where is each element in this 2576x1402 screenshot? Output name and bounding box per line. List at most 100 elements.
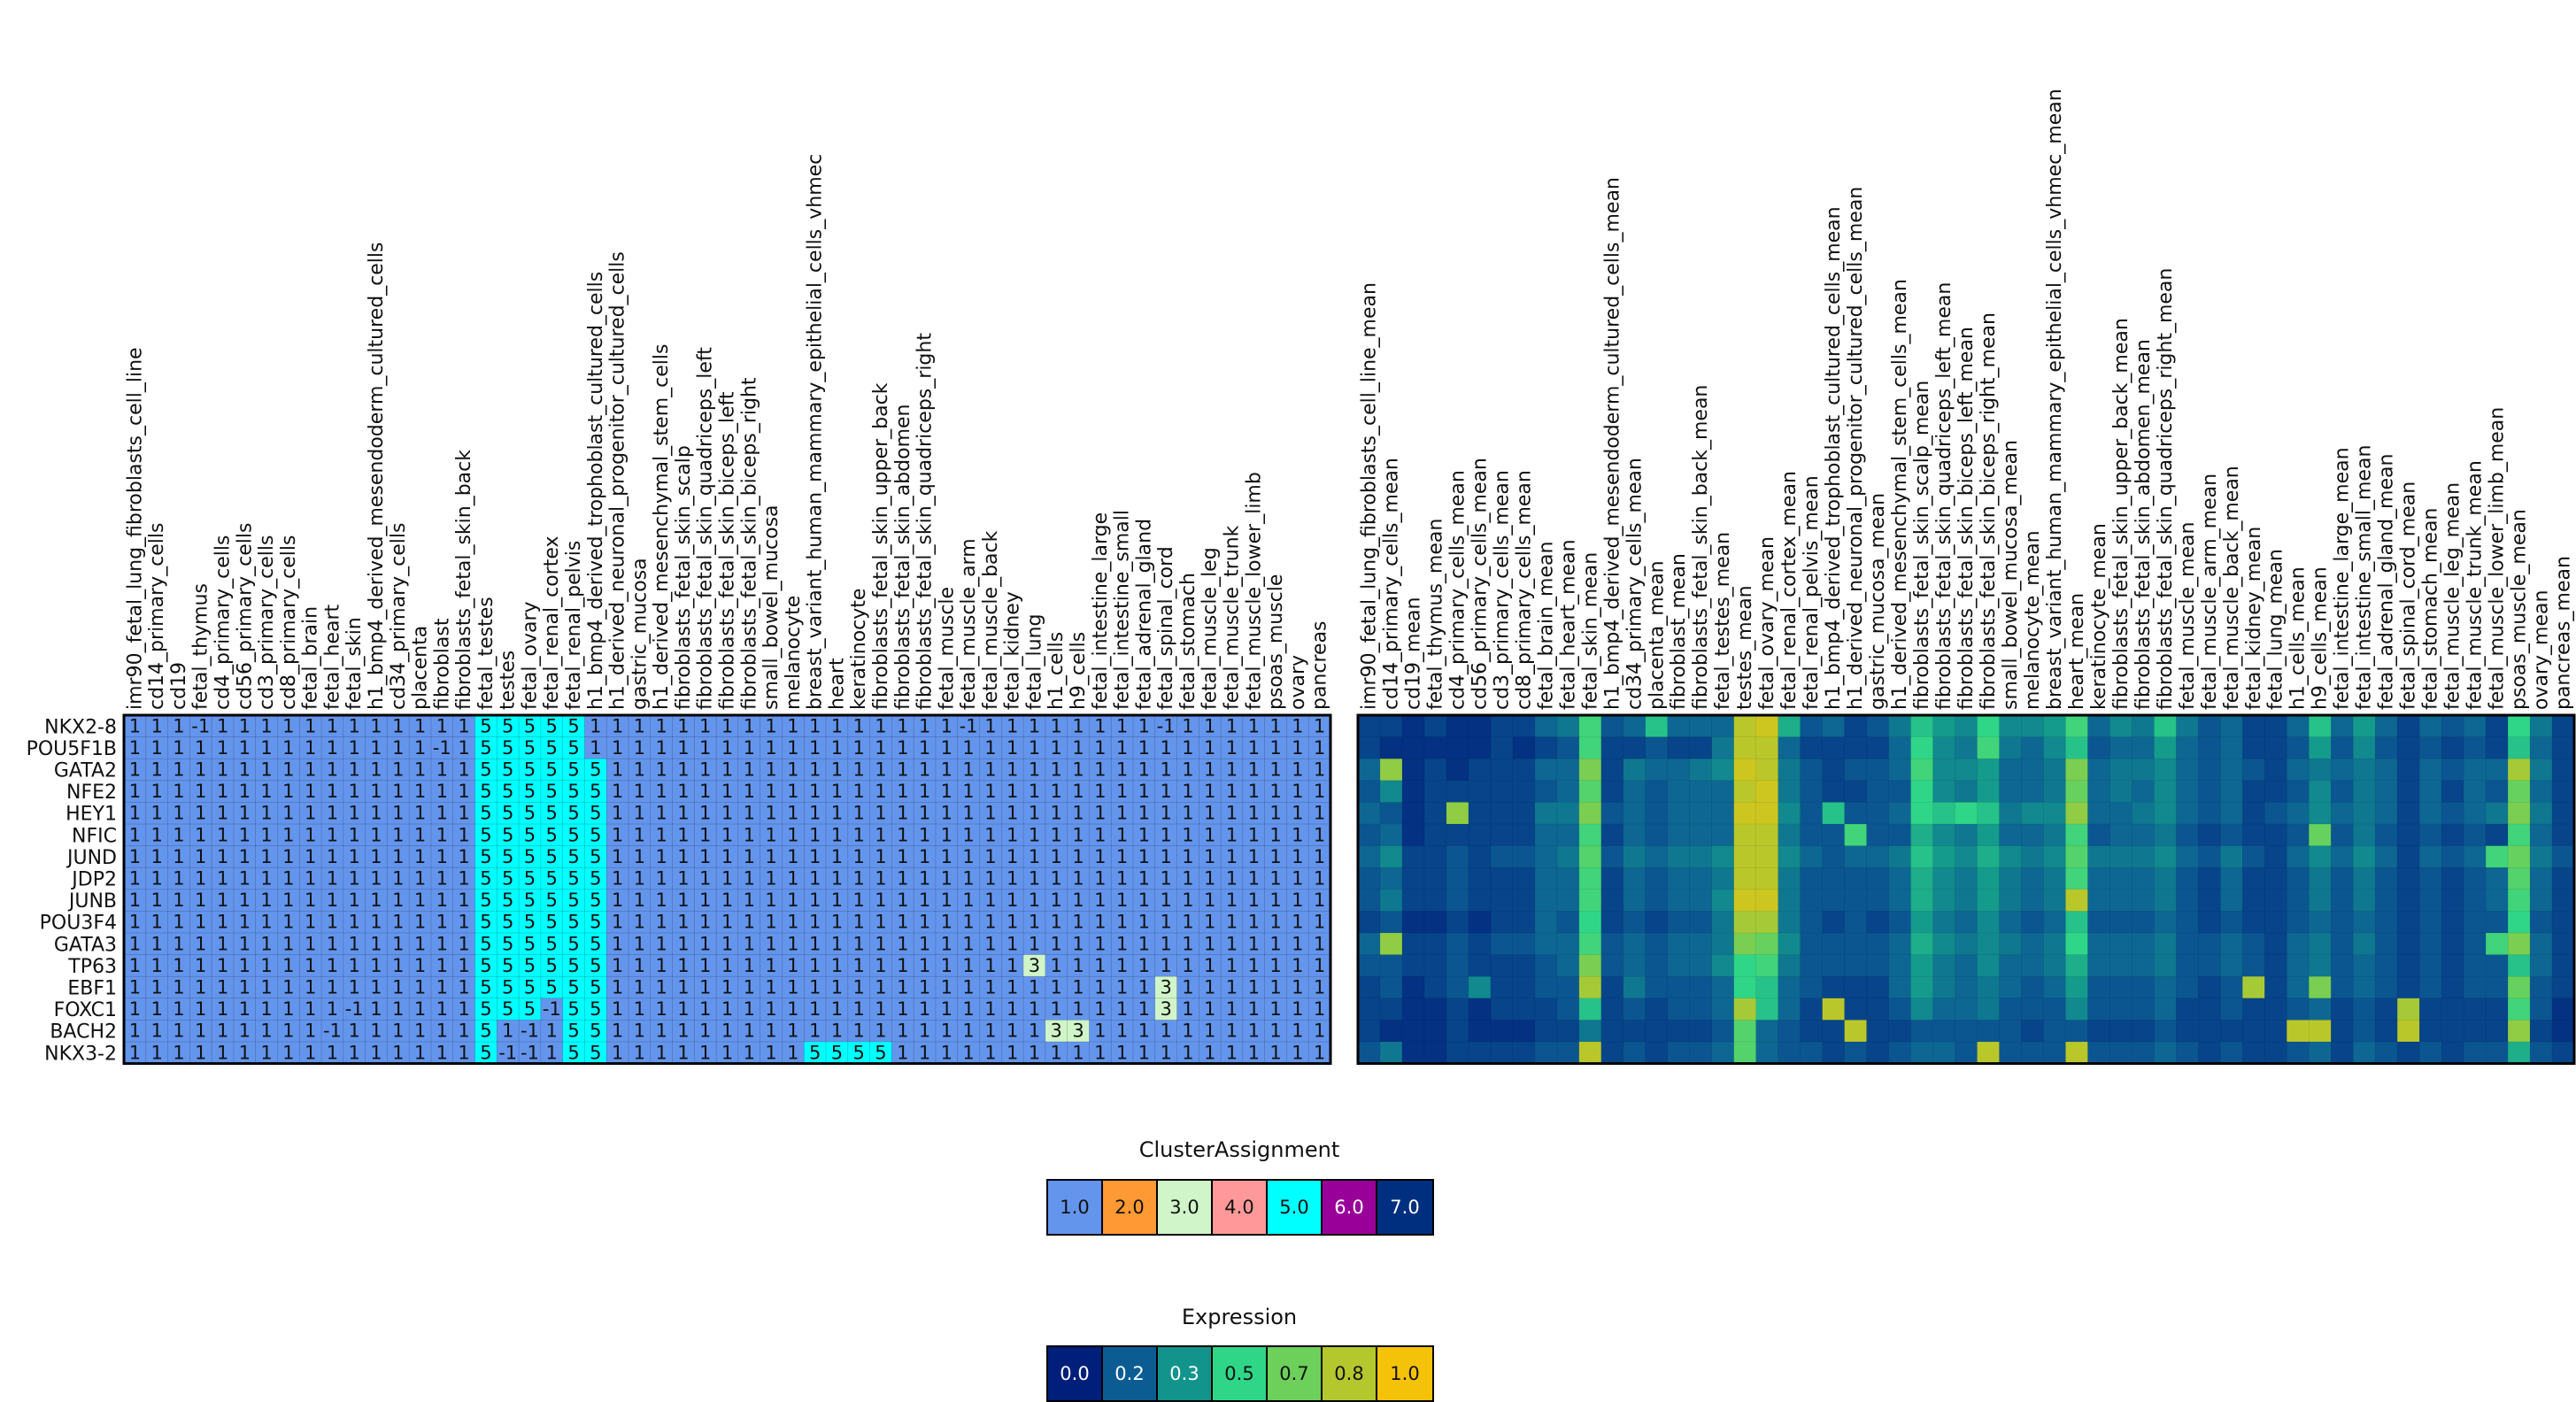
expression-cell bbox=[2485, 867, 2509, 890]
expression-cell bbox=[1689, 758, 1713, 782]
cluster-cell-label: 1 bbox=[809, 846, 821, 867]
expression-cell bbox=[1468, 758, 1492, 782]
expression-cell bbox=[1844, 845, 1868, 868]
row-label: NKX3-2 bbox=[44, 1043, 117, 1065]
cluster-cell-label: 1 bbox=[1006, 890, 1018, 911]
expression-cell bbox=[2264, 889, 2287, 913]
cluster-cell-label: 1 bbox=[809, 824, 821, 845]
cluster-cell-label: 1 bbox=[195, 912, 206, 933]
expression-cell bbox=[1822, 911, 1846, 934]
cluster-cell bbox=[913, 758, 937, 782]
cluster-cell-label: 1 bbox=[831, 998, 843, 1020]
cluster-cell-label: 1 bbox=[1226, 933, 1238, 954]
cluster-cell-label: 1 bbox=[1006, 846, 1018, 867]
cluster-cell-label: 1 bbox=[744, 912, 755, 933]
cluster-cell bbox=[167, 758, 191, 782]
cluster-cell-label: 1 bbox=[1116, 912, 1128, 933]
cluster-cell bbox=[320, 736, 344, 759]
cluster-cell bbox=[1067, 867, 1091, 890]
cluster-cell bbox=[562, 823, 586, 847]
cluster-cell bbox=[803, 845, 827, 868]
expression-cell bbox=[1778, 911, 1801, 934]
cluster-cell-label: 1 bbox=[1138, 955, 1150, 976]
cluster-cell bbox=[430, 889, 454, 913]
cluster-cell-label: 1 bbox=[721, 737, 733, 759]
cluster-cell-label: 1 bbox=[349, 715, 360, 736]
cluster-cell-label: 1 bbox=[239, 933, 251, 954]
cluster-cell-label: 1 bbox=[1314, 1042, 1325, 1063]
cluster-cell-label: 1 bbox=[392, 868, 404, 890]
cluster-cell-label: 1 bbox=[150, 737, 162, 759]
cluster-cell-label: 1 bbox=[282, 933, 294, 954]
expression-cell bbox=[1379, 889, 1403, 913]
cluster-cell-label: 1 bbox=[1226, 803, 1238, 824]
cluster-cell-label: 1 bbox=[1314, 890, 1325, 911]
expression-cell bbox=[2374, 758, 2398, 782]
cluster-cell bbox=[387, 714, 410, 738]
cluster-cell-label: 1 bbox=[260, 1021, 272, 1042]
cluster-cell bbox=[145, 954, 169, 977]
cluster-cell bbox=[979, 845, 1002, 868]
expression-cell bbox=[2242, 975, 2265, 999]
cluster-cell bbox=[145, 736, 169, 759]
expression-cell bbox=[1999, 736, 2023, 759]
cluster-cell-label: 1 bbox=[195, 824, 206, 845]
cluster-cell bbox=[540, 758, 564, 782]
cluster-cell-label: 1 bbox=[721, 890, 733, 911]
expression-cell bbox=[1401, 975, 1425, 999]
expression-cell bbox=[1556, 1041, 1580, 1065]
cluster-cell-label: 1 bbox=[260, 781, 272, 802]
expression-cell bbox=[2198, 998, 2221, 1021]
cluster-cell-label: 1 bbox=[962, 737, 974, 759]
cluster-cell bbox=[1264, 714, 1288, 738]
cluster-cell-label: 5 bbox=[567, 824, 579, 845]
cluster-cell bbox=[562, 845, 586, 868]
cluster-cell bbox=[957, 911, 981, 934]
expression-cell bbox=[2198, 823, 2221, 847]
cluster-cell-label: 1 bbox=[1006, 824, 1018, 845]
expression-cell bbox=[1999, 932, 2023, 956]
cluster-cell-label: 1 bbox=[1160, 803, 1171, 824]
cluster-cell-label: 1 bbox=[1182, 1042, 1193, 1063]
expression-cell bbox=[2220, 780, 2243, 804]
expression-cell bbox=[1623, 954, 1647, 977]
cluster-cell-label: 1 bbox=[282, 890, 294, 911]
cluster-cell bbox=[320, 932, 344, 956]
expression-cell bbox=[2308, 736, 2332, 759]
cluster-cell-label: 1 bbox=[1292, 998, 1303, 1020]
cluster-cell bbox=[1045, 954, 1068, 977]
expression-cell bbox=[2132, 802, 2155, 825]
cluster-cell bbox=[1307, 845, 1331, 868]
cluster-cell-label: 1 bbox=[436, 803, 448, 824]
expression-cell bbox=[1866, 889, 1890, 913]
cluster-cell-label: 1 bbox=[634, 781, 645, 802]
cluster-cell bbox=[1307, 954, 1331, 977]
cluster-cell-label: 1 bbox=[1072, 737, 1084, 759]
cluster-cell bbox=[408, 823, 432, 847]
cluster-cell bbox=[1286, 845, 1309, 868]
expression-cell bbox=[1357, 889, 1381, 913]
cluster-cell-label: 1 bbox=[1006, 803, 1018, 824]
cluster-cell-label: 1 bbox=[217, 890, 228, 911]
cluster-cell-label: 1 bbox=[765, 781, 776, 802]
expression-cell bbox=[1379, 911, 1403, 934]
cluster-cell-label: 1 bbox=[282, 955, 294, 976]
cluster-cell-label: 1 bbox=[1006, 781, 1018, 802]
expression-cell bbox=[2087, 802, 2111, 825]
column-label: fetal_muscle_back_mean bbox=[2221, 466, 2243, 710]
cluster-cell-label: 1 bbox=[765, 759, 776, 781]
cluster-cell bbox=[233, 845, 257, 868]
cluster-cell-label: 1 bbox=[744, 890, 755, 911]
expression-cell bbox=[1423, 714, 1447, 738]
column-label: fetal_adrenal_gland_mean bbox=[2376, 454, 2398, 710]
expression-cell bbox=[1822, 954, 1846, 977]
cluster-cell-label: 1 bbox=[1051, 912, 1062, 933]
cluster-cell-label: 1 bbox=[984, 715, 996, 736]
expression-cell bbox=[2242, 780, 2265, 804]
cluster-cell bbox=[1199, 802, 1222, 825]
cluster-cell-label: 1 bbox=[1292, 868, 1303, 890]
expression-cell bbox=[1733, 932, 1757, 956]
cluster-cell-label: 1 bbox=[327, 977, 338, 998]
cluster-cell-label: 5 bbox=[524, 715, 536, 736]
expression-cell bbox=[1910, 975, 1934, 999]
